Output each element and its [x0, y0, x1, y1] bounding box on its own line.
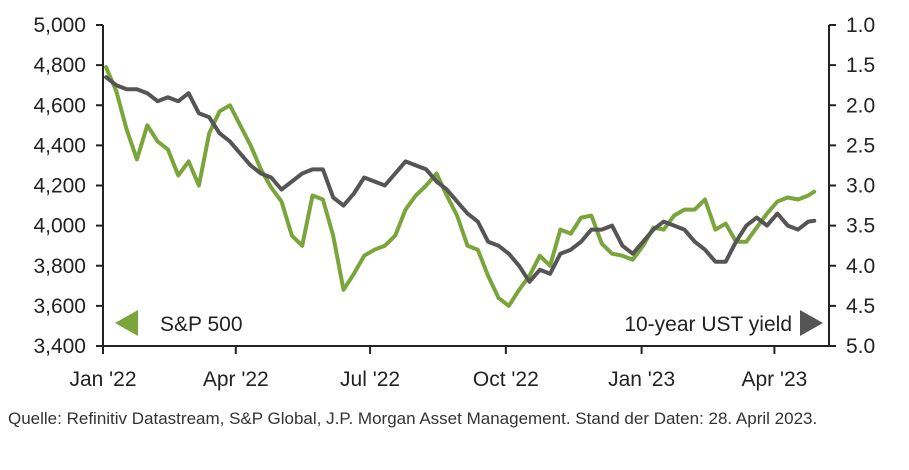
right-tick-label: 4.5: [846, 295, 875, 318]
x-axis: Jan '22 Apr '22 Jul '22 Oct '22 Jan '23 Apr '…: [69, 345, 829, 391]
left-tick-label: 3,400: [33, 335, 86, 358]
left-tick-label: 3,600: [33, 295, 86, 318]
right-tick-label: 1.5: [846, 54, 875, 77]
left-tick-label: 4,200: [33, 175, 86, 198]
left-tick-label: 4,600: [33, 94, 86, 117]
left-tick-label: 4,400: [33, 134, 86, 157]
left-tick-label: 4,800: [33, 54, 86, 77]
right-tick-label: 4.0: [846, 255, 875, 278]
legend: S&P 500 10-year UST yield: [115, 310, 823, 336]
sp500-legend-label: S&P 500: [160, 313, 243, 336]
x-tick-label: Apr '22: [203, 368, 269, 391]
left-tick-label: 4,000: [33, 215, 86, 238]
left-tick-label: 5,000: [33, 14, 86, 37]
series-layer: [104, 65, 817, 308]
x-tick-label: Apr '23: [741, 368, 807, 391]
right-y-axis: 1.0 1.5 2.0 2.5 3.0 3.5 4.0 4.5 5.0: [828, 14, 875, 358]
source-note: Quelle: Refinitiv Datastream, S&P Global…: [8, 409, 818, 428]
x-tick-label: Oct '22: [473, 368, 539, 391]
sp500-line: [104, 65, 817, 308]
x-tick-label: Jan '23: [608, 368, 675, 391]
right-tick-label: 2.0: [846, 94, 875, 117]
line-chart: 3,400 3,600 3,800 4,000 4,200 4,400 4,600 4,800…: [33, 14, 875, 391]
right-tick-label: 3.5: [846, 215, 875, 238]
left-y-axis: 3,400 3,600 3,800 4,000 4,200 4,400 4,600 4,800…: [33, 14, 104, 358]
right-tick-label: 5.0: [846, 335, 875, 358]
right-tick-label: 1.0: [846, 14, 875, 37]
right-tick-label: 2.5: [846, 134, 875, 157]
x-tick-label: Jan '22: [69, 368, 136, 391]
ust-yield-legend-marker: [800, 310, 823, 336]
right-tick-label: 3.0: [846, 175, 875, 198]
x-tick-label: Jul '22: [340, 368, 400, 391]
ust-yield-legend-label: 10-year UST yield: [624, 313, 792, 336]
sp500-legend-marker: [115, 310, 138, 336]
left-tick-label: 3,800: [33, 255, 86, 278]
ust-yield-line: [104, 75, 817, 284]
